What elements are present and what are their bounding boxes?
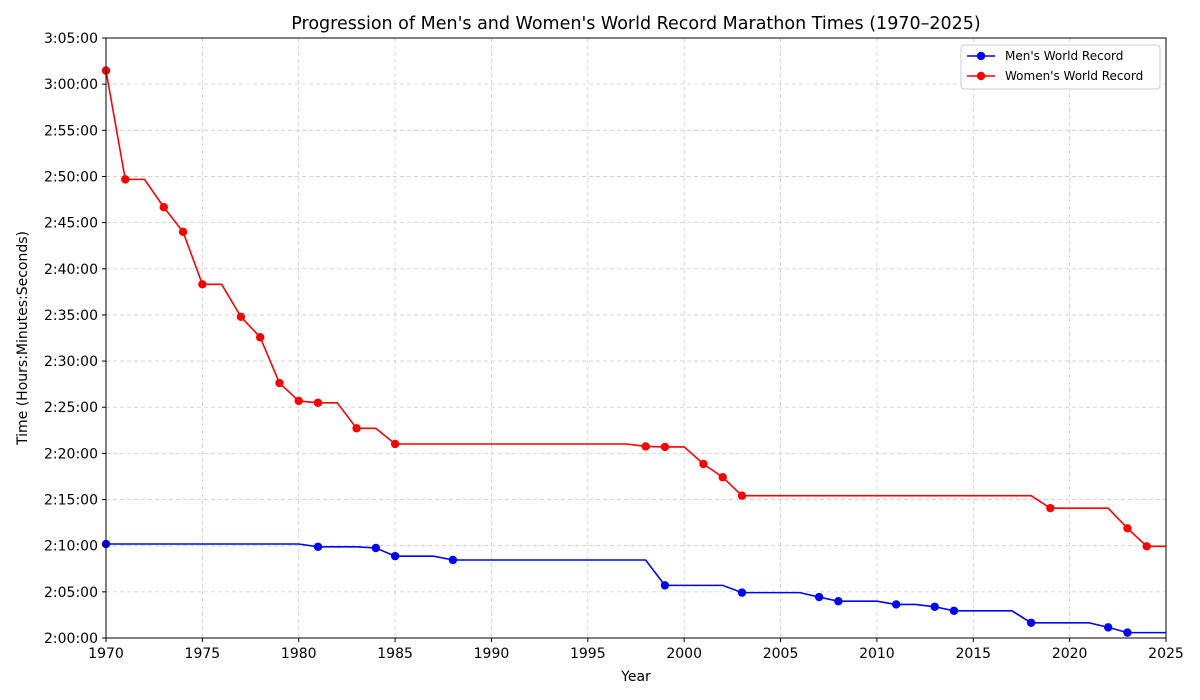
y-tick-label: 2:25:00 [44, 400, 98, 416]
womens-record-point [660, 442, 670, 452]
womens-record-point [641, 442, 650, 451]
x-tick-label: 2015 [955, 646, 991, 662]
y-tick-label: 2:30:00 [44, 354, 98, 370]
grid-layer [105, 37, 1167, 639]
mens-record-point [891, 600, 901, 609]
mens-record-point [737, 588, 747, 597]
mens-record-point [949, 606, 959, 615]
womens-record-point [121, 175, 130, 184]
y-axis-label: Time (Hours:Minutes:Seconds) [15, 231, 31, 446]
x-tick-label: 1975 [185, 646, 221, 662]
y-tick-label: 3:00:00 [44, 77, 98, 93]
mens-record-point [313, 542, 323, 551]
y-tick-label: 2:15:00 [44, 493, 98, 509]
y-tick-label: 2:35:00 [44, 308, 98, 324]
mens-record-point [390, 551, 400, 561]
x-tick-label: 2010 [859, 646, 895, 662]
mens-record-point [930, 602, 939, 611]
chart-title: Progression of Men's and Women's World R… [291, 14, 980, 34]
womens-legend-marker [976, 71, 986, 81]
x-tick-label: 1980 [281, 646, 317, 662]
womens-record-point [390, 439, 400, 449]
womens-record-point [352, 424, 361, 433]
mens-record-point [1026, 618, 1036, 627]
x-tick-label: 2020 [1052, 646, 1088, 662]
x-tick-label: 1970 [88, 646, 124, 662]
womens-record-point [1123, 524, 1132, 533]
y-tick-label: 2:50:00 [44, 169, 98, 185]
womens-record-point [275, 378, 284, 388]
y-tick-label: 3:05:00 [44, 31, 98, 47]
womens-record-point [1142, 542, 1151, 551]
y-tick-label: 2:00:00 [44, 631, 98, 647]
legend: Men's World Record Women's World Record [960, 44, 1161, 90]
x-tick-label: 2025 [1148, 646, 1184, 662]
mens-record-point [1123, 628, 1132, 637]
y-tick-label: 2:20:00 [44, 446, 98, 462]
womens-record-line [105, 70, 1166, 548]
y-tick-label: 2:55:00 [44, 123, 98, 139]
y-tick-label: 2:05:00 [44, 585, 98, 601]
womens-record-point [313, 398, 323, 407]
tick-layer: 1970 1975 1980 1985 1990 1995 2000 2005 2010 2015… [44, 31, 1184, 662]
y-tick-label: 2:45:00 [44, 216, 98, 232]
y-tick-label: 2:10:00 [44, 539, 98, 555]
womens-legend-label: Women's World Record [1005, 69, 1143, 83]
x-tick-label: 2000 [666, 646, 702, 662]
mens-record-point [1103, 623, 1113, 632]
mens-record-point [448, 555, 458, 565]
womens-record-point [178, 227, 188, 237]
womens-record-point [699, 459, 708, 469]
mens-record-point [814, 592, 824, 602]
x-tick-label: 2005 [763, 646, 799, 662]
series-layer [101, 66, 1166, 637]
womens-record-point [294, 396, 303, 406]
plot-frame [105, 37, 1167, 639]
womens-record-point [718, 473, 727, 482]
womens-record-point [198, 280, 207, 289]
womens-record-point [236, 312, 246, 321]
mens-record-line [106, 543, 1166, 634]
x-tick-label: 1990 [474, 646, 510, 662]
womens-record-point [737, 491, 747, 500]
mens-record-point [371, 543, 381, 553]
x-tick-label: 1985 [377, 646, 413, 662]
x-axis-label: Year [620, 669, 651, 685]
mens-record-point [834, 597, 843, 606]
mens-legend-label: Men's World Record [1005, 49, 1123, 63]
womens-record-point [255, 333, 265, 342]
x-tick-label: 1995 [570, 646, 606, 662]
y-tick-label: 2:40:00 [44, 262, 98, 278]
womens-record-point [159, 203, 169, 212]
mens-record-point [660, 581, 670, 590]
mens-legend-marker [976, 51, 986, 61]
womens-record-point [1046, 503, 1055, 513]
legend-box [960, 44, 1161, 90]
